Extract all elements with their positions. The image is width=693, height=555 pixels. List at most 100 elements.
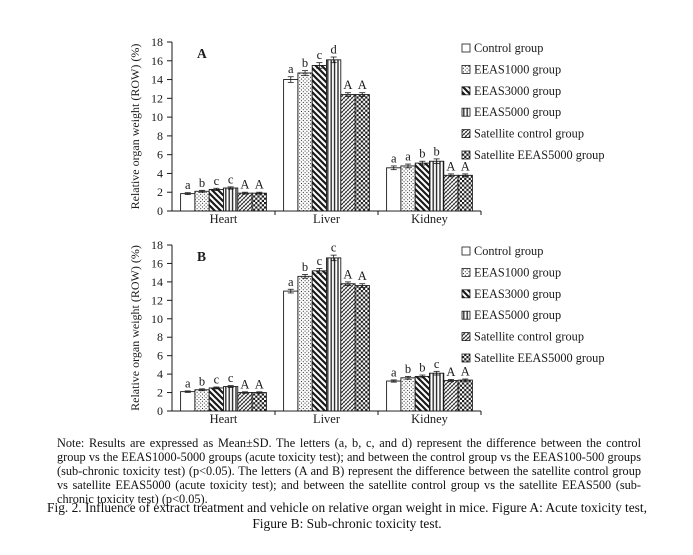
y-tick-label: 0 [157,204,163,218]
legend-swatch-dots-icon [461,65,471,74]
bar [429,372,445,412]
legend-item: Satellite EEAS5000 group [461,351,604,365]
bar [354,285,370,412]
legend-item: Satellite control group [461,127,584,141]
bar [429,160,445,212]
category-label: Heart [210,212,238,226]
significance-letter: A [446,365,455,379]
bar [223,187,239,212]
category-label: Heart [210,412,238,426]
significance-letter: A [240,377,249,391]
significance-letter: c [317,254,323,268]
significance-letter: b [199,374,205,388]
y-tick-label: 10 [151,110,163,124]
figure-caption: Fig. 2. Influence of extract treatment a… [47,500,647,532]
y-tick-label: 6 [157,148,163,162]
bar [297,275,313,412]
significance-letter: A [461,159,470,173]
legend-item: Control group [461,41,543,55]
y-tick-label: 4 [157,367,163,381]
significance-letter: b [302,260,308,274]
y-tick-label: 2 [157,386,163,400]
category-label: Liver [313,412,341,426]
y-tick-label: 4 [157,166,163,180]
y-tick-label: 12 [151,91,163,105]
bar [340,94,356,212]
significance-letter: b [405,362,411,376]
y-tick-label: 8 [157,330,163,344]
bar [386,380,402,412]
category-label: Kidney [411,212,449,226]
bar [326,257,342,412]
category-label: Liver [313,212,341,226]
bar [297,72,313,212]
bar [326,59,342,212]
y-tick-label: 18 [151,238,163,252]
significance-letter: a [405,150,411,164]
bar [443,174,459,212]
bar [386,167,402,212]
significance-letter: c [434,357,440,371]
y-tick-label: 14 [151,275,163,289]
legend-swatch-vert-icon [461,310,471,320]
significance-letter: b [434,144,440,158]
significance-letter: A [358,269,367,283]
legend-label: EEAS1000 group [474,62,561,76]
bar [414,162,430,212]
legend-swatch-cross-icon [461,332,471,342]
y-tick-label: 10 [151,312,163,326]
y-axis-title: Relative organ weight (ROW) (%) [128,245,142,411]
legend-label: Satellite EEAS5000 group [474,148,604,162]
legend-item: EEAS5000 group [461,308,561,322]
legend-label: Satellite EEAS5000 group [474,351,604,365]
legend-item: EEAS1000 group [461,62,561,76]
legend-label: EEAS3000 group [474,84,561,98]
category-label: Kidney [411,412,449,426]
significance-letter: c [317,48,323,62]
bar [180,193,196,212]
bar [194,190,210,212]
bar [340,283,356,412]
bar [251,192,267,212]
significance-letter: c [214,174,220,188]
significance-letter: A [461,364,470,378]
significance-letter: b [419,361,425,375]
legend-label: EEAS5000 group [474,105,561,119]
bar [311,270,327,412]
bar [457,174,473,212]
legend-swatch-check-icon [461,353,471,363]
legend-item: EEAS5000 group [461,105,561,119]
legend-swatch-dots-icon [461,267,471,277]
bar [208,387,224,412]
figure-note: Note: Results are expressed as Mean±SD. … [57,436,641,507]
y-tick-label: 6 [157,349,163,363]
bar [194,389,210,412]
legend-swatch-cross-icon [461,129,471,138]
legend-item: Satellite control group [461,330,584,344]
legend-label: Control group [474,244,543,258]
legend-swatch-vert-icon [461,107,471,117]
significance-letter: A [240,178,249,192]
significance-letter: a [288,275,294,289]
significance-letter: A [255,377,264,391]
legend-item: EEAS3000 group [461,287,561,301]
significance-letter: A [358,78,367,92]
bar [400,165,416,212]
y-tick-label: 16 [151,54,163,68]
bar [443,380,459,412]
significance-letter: a [391,365,397,379]
bar [251,392,267,412]
y-tick-label: 2 [157,185,163,199]
y-tick-label: 12 [151,293,163,307]
significance-letter: c [331,241,337,255]
significance-letter: a [185,178,191,192]
significance-letter: A [343,267,352,281]
legend-label: EEAS1000 group [474,265,561,279]
bar [283,79,299,212]
significance-letter: c [228,172,234,186]
significance-letter: a [288,62,294,76]
significance-letter: b [199,176,205,190]
significance-letter: a [391,151,397,165]
y-tick-label: 0 [157,404,163,418]
significance-letter: d [331,43,338,57]
